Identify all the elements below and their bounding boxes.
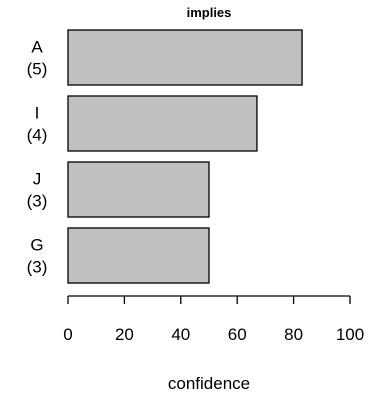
x-tick-label-80: 80 [284,325,303,344]
bar-g [67,227,210,284]
category-labels: A (5) I (4) J (3) G (3) [27,38,48,277]
bar-i [67,95,258,152]
chart-title: implies [187,5,232,20]
category-count-i: (4) [27,126,48,145]
x-tick-label-100: 100 [336,325,364,344]
x-axis: 0 20 40 60 80 100 [63,295,364,344]
bar-j [67,161,210,218]
category-count-j: (3) [27,192,48,211]
x-tick-label-0: 0 [63,325,72,344]
x-tick-label-20: 20 [115,325,134,344]
category-label-i: I [35,104,40,123]
category-label-a: A [31,38,43,57]
bars [67,29,303,284]
category-count-a: (5) [27,60,48,79]
x-tick-label-60: 60 [228,325,247,344]
category-count-g: (3) [27,258,48,277]
x-tick-label-40: 40 [171,325,190,344]
bar-a [67,29,303,86]
category-label-g: G [30,236,43,255]
category-label-j: J [33,170,42,189]
x-axis-label: confidence [168,374,250,393]
